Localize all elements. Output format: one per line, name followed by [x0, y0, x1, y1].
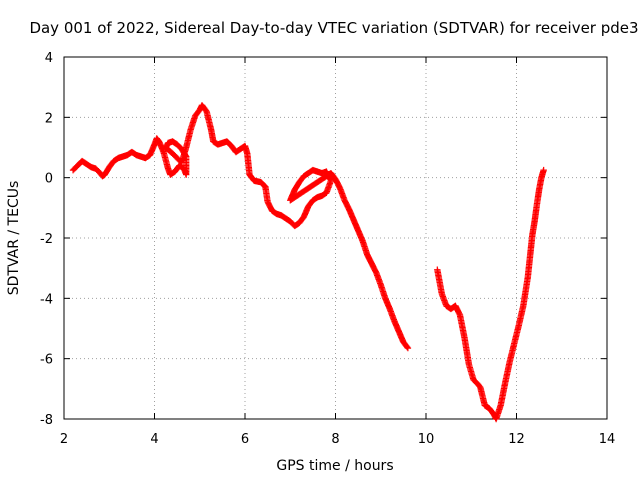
y-tick-label: -6 — [40, 353, 53, 368]
x-tick-label: 6 — [241, 432, 249, 447]
x-tick-label: 14 — [599, 432, 616, 447]
y-axis-label: SDTVAR / TECUs — [6, 181, 22, 296]
data-point-marker — [540, 166, 547, 174]
series-1 — [434, 166, 547, 423]
data-points — [69, 102, 547, 423]
axis-ticks: 2 4 6 8 10 12 14 4 2 0 -2 -4 -6 -8 — [40, 51, 615, 447]
y-tick-label: 0 — [45, 172, 53, 187]
series-0 — [69, 102, 412, 352]
x-tick-label: 10 — [418, 432, 435, 447]
y-tick-label: -4 — [40, 292, 53, 307]
y-tick-label: -2 — [40, 232, 53, 247]
x-tick-label: 8 — [331, 432, 339, 447]
chart-title: Day 001 of 2022, Sidereal Day-to-day VTE… — [29, 19, 638, 37]
grid-lines — [64, 57, 607, 419]
x-axis-label: GPS time / hours — [276, 458, 393, 474]
x-tick-label: 12 — [508, 432, 525, 447]
y-tick-label: -8 — [40, 413, 53, 428]
data-point-marker — [404, 344, 412, 352]
x-tick-label: 2 — [60, 432, 68, 447]
x-tick-label: 4 — [150, 432, 158, 447]
y-tick-label: 4 — [45, 51, 53, 66]
y-tick-label: 2 — [45, 111, 53, 126]
data-point-marker — [403, 343, 411, 351]
